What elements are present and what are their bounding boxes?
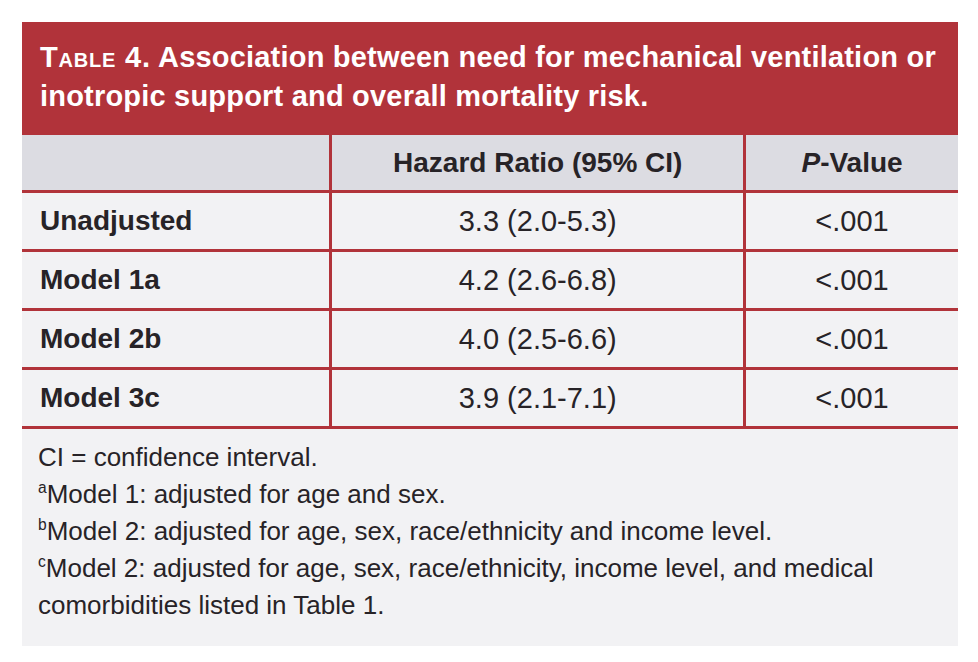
- p-value-rest: -Value: [820, 147, 902, 178]
- table-row: Unadjusted 3.3 (2.0-5.3) <.001: [22, 192, 958, 251]
- table-number-label: Table 4.: [40, 41, 151, 73]
- table-title-text: Association between need for mechanical …: [40, 41, 936, 112]
- table-footnotes: CI = confidence interval. aModel 1: adju…: [22, 429, 958, 646]
- row-label-model-1a: Model 1a: [22, 251, 331, 310]
- footnote-model-3: cModel 2: adjusted for age, sex, race/et…: [38, 550, 938, 624]
- footnote-ci: CI = confidence interval.: [38, 439, 938, 476]
- table-row: Model 1a 4.2 (2.6-6.8) <.001: [22, 251, 958, 310]
- footnote-marker: c: [38, 553, 46, 570]
- row-label-model-3c: Model 3c: [22, 369, 331, 428]
- footnote-text: CI = confidence interval.: [38, 442, 318, 472]
- footnote-text: Model 1: adjusted for age and sex.: [47, 479, 446, 509]
- table4-figure: Table 4. Association between need for me…: [22, 22, 958, 646]
- hazard-ratio-value: 3.3 (2.0-5.3): [331, 192, 745, 251]
- p-value-cell: <.001: [745, 310, 958, 369]
- hazard-ratio-table: Hazard Ratio (95% CI) P-Value Unadjusted…: [22, 135, 958, 430]
- footnote-model-1: aModel 1: adjusted for age and sex.: [38, 476, 938, 513]
- row-label-model-2b: Model 2b: [22, 310, 331, 369]
- p-value-cell: <.001: [745, 251, 958, 310]
- hazard-ratio-value: 4.0 (2.5-6.6): [331, 310, 745, 369]
- row-label-unadjusted: Unadjusted: [22, 192, 331, 251]
- hazard-ratio-value: 4.2 (2.6-6.8): [331, 251, 745, 310]
- footnote-marker: b: [38, 517, 47, 534]
- header-cell-blank: [22, 135, 331, 192]
- footnote-model-2: bModel 2: adjusted for age, sex, race/et…: [38, 513, 938, 550]
- hazard-ratio-value: 3.9 (2.1-7.1): [331, 369, 745, 428]
- p-value-italic-p: P: [801, 147, 820, 178]
- header-cell-p-value: P-Value: [745, 135, 958, 192]
- p-value-cell: <.001: [745, 192, 958, 251]
- table-header-row: Hazard Ratio (95% CI) P-Value: [22, 135, 958, 192]
- table-title-bar: Table 4. Association between need for me…: [22, 22, 958, 135]
- p-value-cell: <.001: [745, 369, 958, 428]
- header-cell-hazard-ratio: Hazard Ratio (95% CI): [331, 135, 745, 192]
- table-row: Model 3c 3.9 (2.1-7.1) <.001: [22, 369, 958, 428]
- footnote-text: Model 2: adjusted for age, sex, race/eth…: [38, 553, 873, 620]
- footnote-text: Model 2: adjusted for age, sex, race/eth…: [47, 516, 773, 546]
- footnote-marker: a: [38, 480, 47, 497]
- table-row: Model 2b 4.0 (2.5-6.6) <.001: [22, 310, 958, 369]
